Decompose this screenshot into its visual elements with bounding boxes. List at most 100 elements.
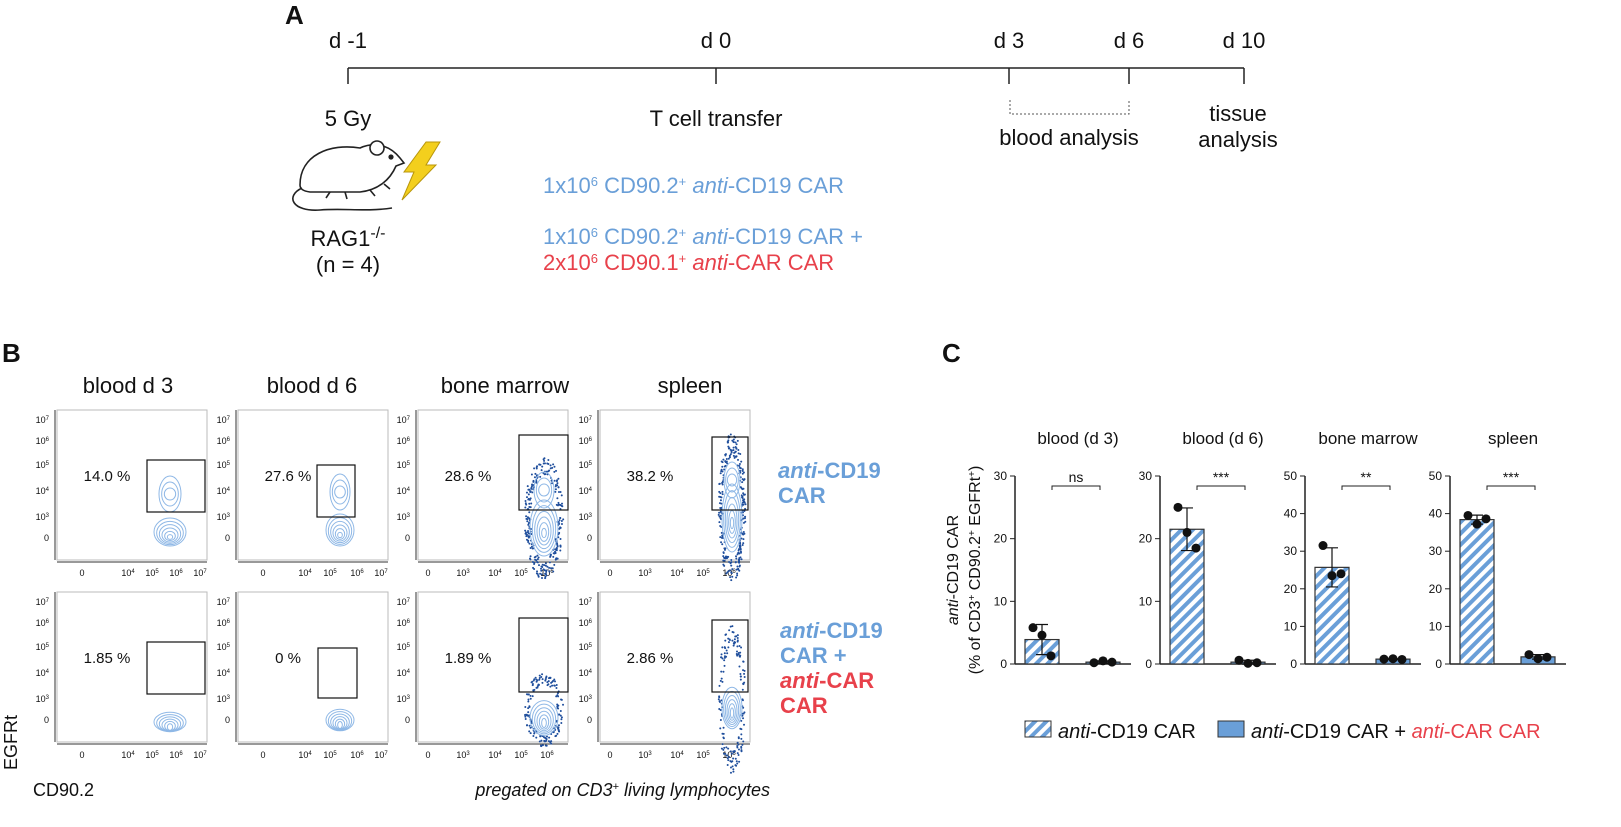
- significance-bracket: [1196, 485, 1246, 490]
- tick-exponent: 7: [384, 751, 388, 757]
- data-point: [1397, 654, 1407, 664]
- t: -CD19: [817, 458, 881, 483]
- event-dot: [538, 463, 541, 466]
- event-dot: [537, 575, 540, 578]
- event-dot: [734, 455, 737, 458]
- event-dot: [741, 699, 744, 702]
- tick-exponent: 5: [46, 461, 50, 467]
- tick-base: 10: [397, 618, 407, 628]
- tick-label: 104: [217, 486, 231, 496]
- tick-label: 107: [217, 415, 231, 425]
- significance-bracket: [1051, 485, 1101, 490]
- event-dot: [562, 703, 565, 706]
- tick-label: 106: [36, 618, 50, 628]
- event-dot: [739, 556, 742, 559]
- tissue-analysis: tissue: [1209, 101, 1266, 126]
- strain-name: RAG1: [310, 226, 370, 251]
- event-dot: [538, 674, 541, 677]
- event-dot: [743, 672, 746, 675]
- event-dot: [525, 535, 528, 538]
- contour: [541, 717, 547, 729]
- event-dot: [743, 498, 746, 501]
- event-dot: [737, 458, 740, 461]
- event-dot: [721, 732, 724, 735]
- plot-frame: [237, 409, 389, 561]
- event-dot: [739, 542, 742, 545]
- event-dot: [729, 433, 732, 436]
- event-dot: [738, 569, 741, 572]
- tick-label: 107: [397, 597, 411, 607]
- tick-exponent: 6: [589, 437, 593, 443]
- tick-exponent: 6: [227, 437, 231, 443]
- tick-exponent: 6: [227, 619, 231, 625]
- tick-label: 106: [722, 568, 736, 578]
- event-dot: [722, 563, 725, 566]
- y-tick-label: 40: [1284, 507, 1298, 521]
- event-dot: [718, 511, 721, 514]
- legend-swatch: [1024, 720, 1052, 738]
- t: anti: [780, 668, 820, 693]
- t: -CAR CAR: [1444, 721, 1541, 743]
- tick-label: 106: [579, 618, 593, 628]
- contour: [723, 461, 741, 499]
- event-dot: [726, 462, 729, 465]
- tick-base: 10: [638, 568, 648, 578]
- y-tick-label: 30: [994, 469, 1008, 483]
- event-dot: [548, 566, 551, 569]
- event-dot: [562, 518, 565, 521]
- tick-label: 106: [169, 568, 183, 578]
- t: 6: [591, 225, 598, 240]
- tick-base: 10: [350, 750, 360, 760]
- event-dot: [736, 634, 739, 637]
- tick-label: 106: [217, 436, 231, 446]
- event-dot: [525, 693, 528, 696]
- event-dot: [735, 568, 738, 571]
- event-dot: [729, 760, 732, 763]
- event-dot: [528, 502, 531, 505]
- tick-exponent: 5: [407, 643, 411, 649]
- event-dot: [547, 740, 550, 743]
- event-dot: [525, 496, 528, 499]
- event-dot: [731, 760, 734, 763]
- tick-exponent: 4: [46, 669, 50, 675]
- event-dot: [718, 490, 721, 493]
- event-dot: [544, 562, 547, 565]
- event-dot: [732, 446, 735, 449]
- event-dot: [741, 472, 744, 475]
- event-dot: [527, 700, 530, 703]
- event-dot: [540, 469, 543, 472]
- t: 6: [591, 174, 598, 189]
- event-dot: [735, 557, 738, 560]
- event-dot: [725, 460, 728, 463]
- tick-label: 105: [514, 750, 528, 760]
- contour: [166, 534, 174, 540]
- x-axis-label: CD90.2: [33, 780, 94, 800]
- gate: [711, 436, 749, 511]
- tick-label: 0: [587, 533, 592, 543]
- event-dot: [549, 685, 552, 688]
- event-dot: [550, 740, 553, 743]
- tick-label: 104: [217, 668, 231, 678]
- tick-label: 104: [121, 568, 135, 578]
- tick-label: 0: [225, 533, 230, 543]
- event-dot: [728, 447, 731, 450]
- event-dot: [555, 549, 558, 552]
- event-dot: [533, 476, 536, 479]
- t: 6: [591, 251, 598, 266]
- event-dot: [718, 482, 721, 485]
- contour: [538, 483, 550, 497]
- event-dot: [718, 502, 721, 505]
- event-dot: [524, 499, 527, 502]
- column-title: blood d 3: [83, 373, 174, 398]
- event-dot: [538, 564, 541, 567]
- tick-exponent: 5: [333, 751, 337, 757]
- tick-exponent: 6: [732, 751, 736, 757]
- legend-swatch: [1217, 720, 1245, 738]
- contour: [534, 510, 554, 550]
- event-dot: [722, 737, 725, 740]
- event-dot: [735, 447, 738, 450]
- tick-exponent: 4: [227, 669, 231, 675]
- event-dot: [737, 653, 740, 656]
- t: anti: [780, 618, 820, 643]
- event-dot: [552, 570, 555, 573]
